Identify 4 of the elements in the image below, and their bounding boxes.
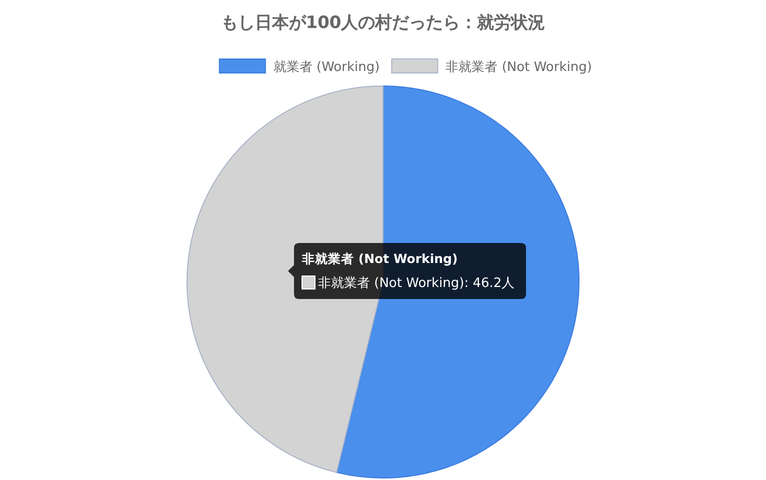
legend-label: 非就業者 (Not Working) (446, 60, 592, 75)
tooltip: 非就業者 (Not Working) 非就業者 (Not Working): 46.2人 (288, 243, 526, 299)
legend-label: 就業者 (Working) (273, 60, 380, 75)
chart-title: もし日本が100人の村だったら：就労状況 (220, 13, 546, 33)
